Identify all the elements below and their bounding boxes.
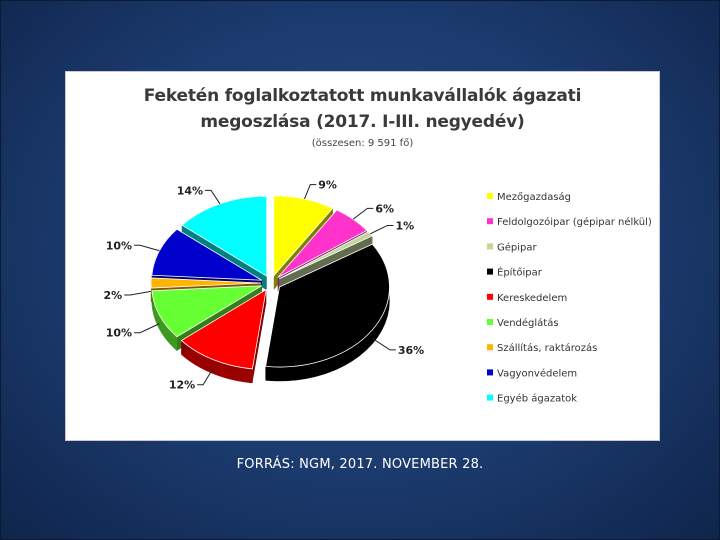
data-label-epitoipar: 36% [398,344,424,357]
legend-swatch-vendeglatas [487,319,493,325]
leader-line-egyeb-agazatok [205,189,221,205]
pie-chart: 9% 6%1% 36% 12% 10% 2% 10% 14% Mezőgazdaság Feldo… [104,179,652,405]
legend-label-gepipar: Gépipar [497,241,538,253]
leader-line-feldolgozoipar-gepipar-nelkul [352,207,374,220]
legend-swatch-epitoipar [487,268,493,275]
legend-label-feldolgozoipar-gepipar-nelkul: Feldolgozóipar (gépipar nélkül) [497,216,652,228]
source-caption: FORRÁS: NGM, 2017. NOVEMBER 28. [236,457,484,472]
data-label-vagyonvedelem: 10% [106,239,132,252]
data-label-egyeb-agazatok: 14% [177,184,203,197]
leader-line-vendeglatas [134,323,160,334]
data-label-szallitas-raktarozas: 2% [104,289,123,302]
leader-line-szallitas-raktarozas [124,290,152,296]
legend-label-egyeb-agazatok: Egyéb ágazatok [497,393,577,405]
leader-line-mezogazdasag [304,184,317,200]
legend-swatch-szallitas-raktarozas [487,344,493,351]
legend-label-epitoipar: Építőipar [497,266,543,279]
pie-slice-edge-kereskedelem-0 [252,289,267,383]
leader-line-gepipar [370,224,394,235]
pie-slice-szallitas-raktarozas [150,277,262,289]
legend-swatch-mezogazdasag [487,193,493,199]
pie-slice-mezogazdasag [273,195,334,277]
chart-subtitle: (összesen: 9 591 fő) [311,138,414,149]
data-label-gepipar: 1% [395,219,414,232]
legend-label-szallitas-raktarozas: Szállítás, raktározás [497,342,597,354]
pie-slice-vendeglatas [151,285,262,338]
chart-title-line-2: megoszlása (2017. I-III. negyedév) [200,112,525,132]
leader-line-epitoipar [372,337,396,351]
leader-line-kereskedelem [197,367,214,386]
leader-line-vagyonvedelem [134,244,160,252]
data-label-vendeglatas: 10% [106,327,132,340]
chart-panel: Feketén foglalkoztatott munkavállalók ág… [65,71,660,441]
pie-slice-epitoipar [265,243,390,368]
chart-title-line-1: Feketén foglalkoztatott munkavállalók ág… [143,86,582,106]
legend-label-kereskedelem: Kereskedelem [497,293,567,304]
data-label-feldolgozoipar-gepipar-nelkul: 6% [375,202,394,215]
legend-label-mezogazdasag: Mezőgazdaság [497,191,571,203]
legend: Mezőgazdaság Feldolgozóipar (gépipar nélk… [487,191,652,405]
pie-slice-vagyonvedelem [151,228,262,281]
pie-slice-kereskedelem [180,288,267,370]
legend-swatch-egyeb-agazatok [487,394,493,401]
data-label-kereskedelem: 12% [169,379,195,392]
pie-slice-egyeb-agazatok [181,195,268,277]
legend-label-vagyonvedelem: Vagyonvédelem [497,367,577,379]
legend-label-vendeglatas: Vendéglátás [497,317,559,329]
legend-swatch-kereskedelem [487,293,493,300]
legend-swatch-gepipar [487,243,493,250]
pie-slice-feldolgozoipar-gepipar-nelkul [277,209,368,278]
legend-swatch-feldolgozoipar-gepipar-nelkul [487,218,493,225]
data-label-mezogazdasag: 9% [318,179,337,192]
legend-swatch-vagyonvedelem [487,369,493,376]
